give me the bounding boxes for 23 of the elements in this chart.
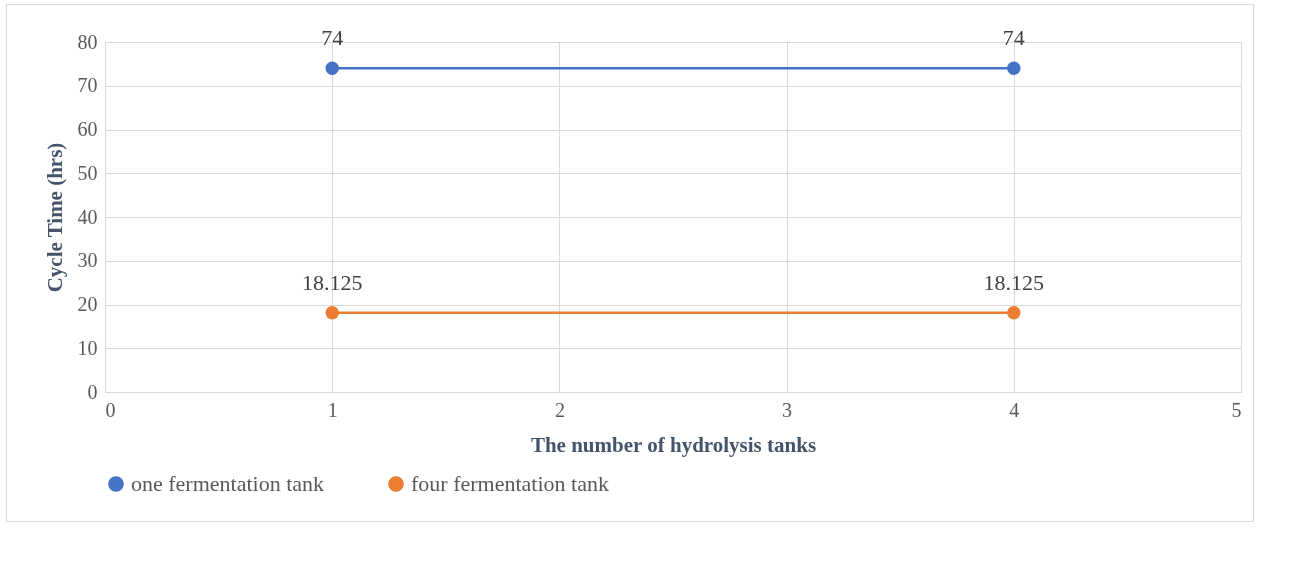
y-tick-label: 0 [87, 380, 98, 403]
y-tick-label: 70 [77, 74, 98, 97]
x-tick-label: 0 [105, 398, 116, 421]
y-tick-label: 60 [77, 118, 98, 140]
data-label: 18.125 [983, 269, 1045, 295]
x-tick-label: 2 [554, 398, 565, 421]
legend-label: one fermentation tank [131, 471, 325, 496]
y-tick-label: 20 [77, 293, 98, 315]
x-tick-label: 5 [1231, 398, 1242, 421]
data-label: 74 [321, 25, 344, 51]
x-tick-label: 3 [782, 398, 793, 421]
y-tick-label: 30 [77, 249, 98, 272]
data-label: 74 [1002, 25, 1025, 51]
y-tick-label: 50 [77, 161, 98, 184]
legend-label: four fermentation tank [411, 471, 609, 496]
y-tick-label: 40 [77, 205, 98, 228]
y-axis-title: Cycle Time (hrs) [42, 142, 67, 293]
x-tick-label: 4 [1009, 398, 1020, 421]
data-label: 18.125 [301, 269, 363, 295]
x-tick-label: 1 [327, 398, 338, 421]
y-tick-label: 10 [77, 336, 98, 359]
x-axis-title: The number of hydrolysis tanks [530, 432, 817, 457]
y-tick-label: 80 [77, 30, 98, 53]
